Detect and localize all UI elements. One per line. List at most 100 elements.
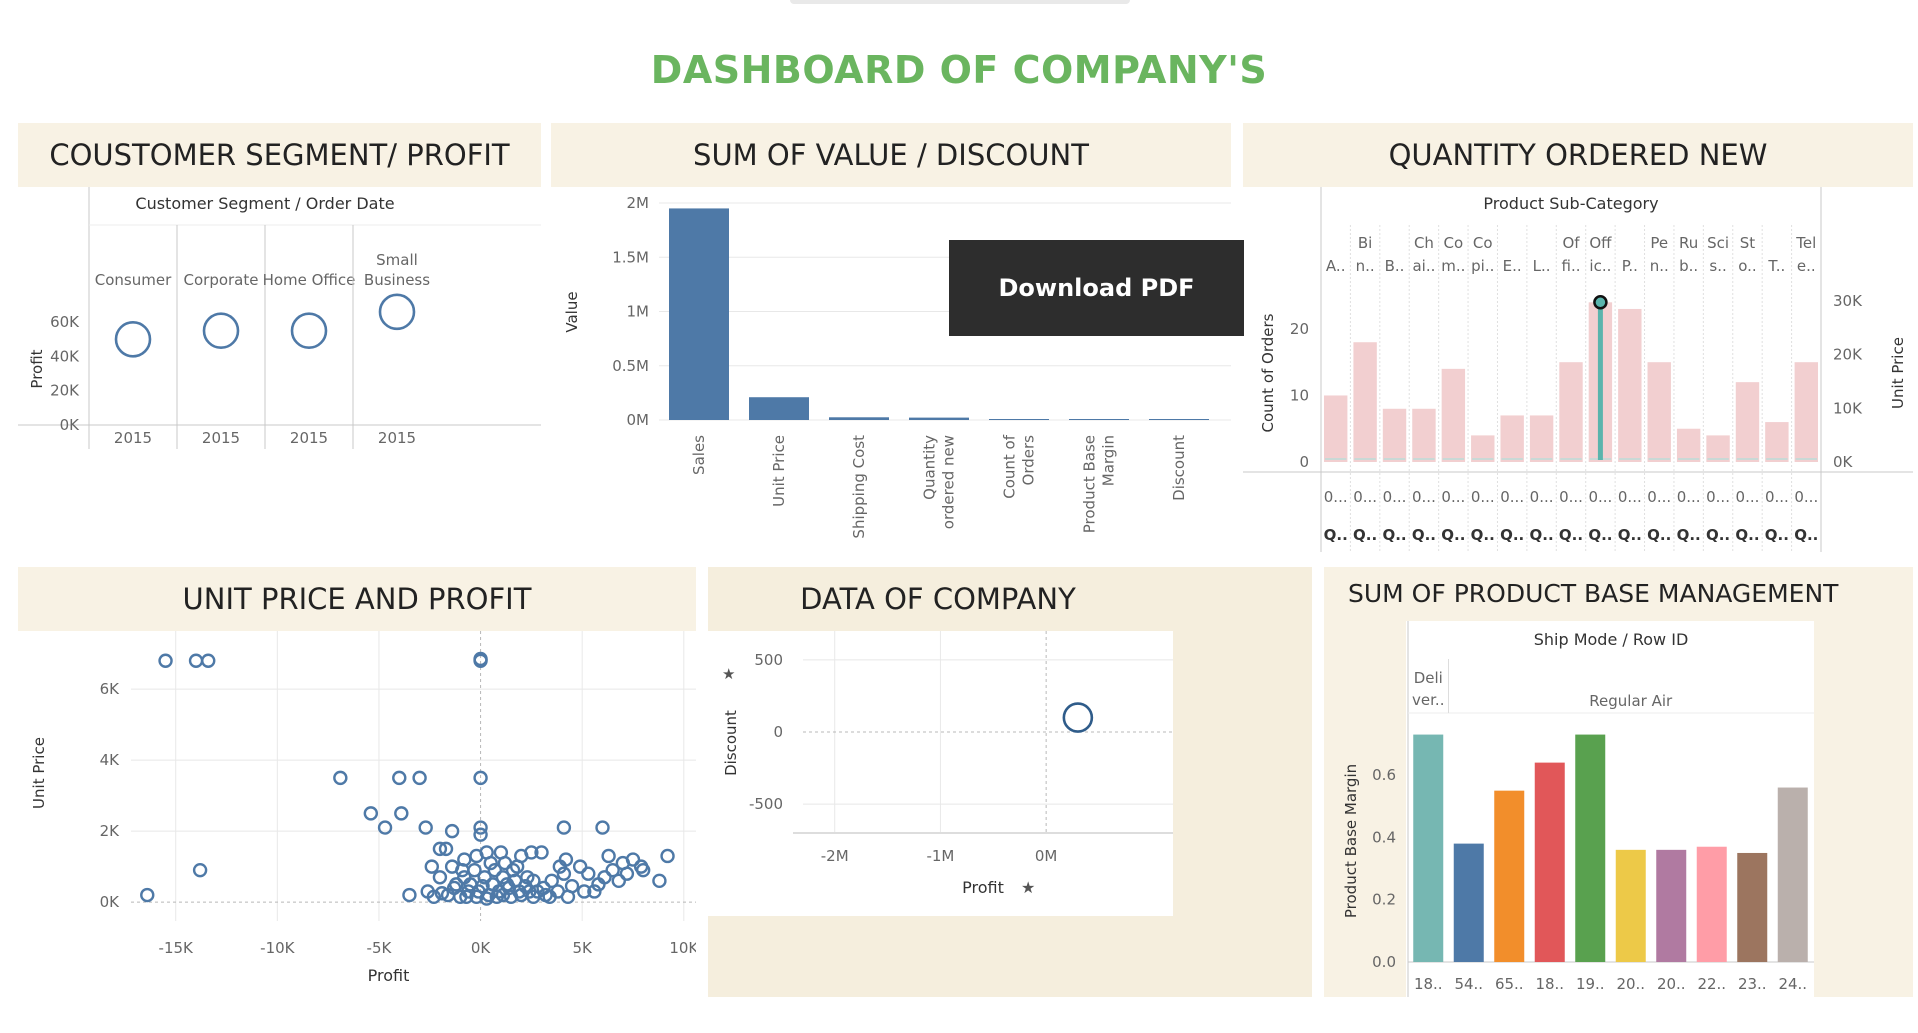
pbm-group-label: Deli bbox=[1414, 669, 1443, 687]
quantity-bottom-label: Q.. bbox=[1588, 526, 1612, 544]
unitprice-point bbox=[188, 653, 204, 668]
value-ytick-label: 0M bbox=[627, 411, 650, 429]
company-point bbox=[1062, 702, 1094, 733]
segment-ylabel: Profit bbox=[28, 349, 46, 388]
panel-title-segment: COUSTOMER SEGMENT/ PROFIT bbox=[18, 123, 541, 187]
pbm-bar bbox=[1696, 846, 1727, 962]
quantity-ordered-chart: Product Sub-Category A.. 0... Q.. Bi n.. 0... Q… bbox=[1243, 187, 1913, 552]
quantity-subcategory-label: Bi bbox=[1358, 234, 1372, 252]
pbm-category-label: 18.. bbox=[1414, 975, 1443, 993]
company-data-chart: -2M -1M 0M -500 0 500 Profit ★ Discount ★ bbox=[708, 631, 1173, 916]
unitprice-point bbox=[424, 859, 439, 874]
value-ylabel: Value bbox=[563, 291, 581, 332]
unitprice-point bbox=[444, 823, 460, 839]
quantity-subcategory-label: Off bbox=[1589, 234, 1612, 252]
segment-profit-point bbox=[290, 312, 328, 350]
unitprice-point bbox=[605, 862, 620, 878]
value-bar bbox=[1149, 419, 1209, 420]
unitprice-ylabel: Unit Price bbox=[30, 737, 48, 809]
unitprice-point bbox=[479, 891, 494, 906]
quantity-bar bbox=[1676, 428, 1701, 462]
quantity-subcategory-label: Tel bbox=[1795, 234, 1816, 252]
panel-title-pbm: SUM OF PRODUCT BASE MANAGEMENT bbox=[1324, 567, 1913, 621]
pbm-ylabel: Product Base Margin bbox=[1342, 764, 1360, 918]
unitprice-point bbox=[534, 845, 549, 860]
unitprice-point bbox=[558, 852, 574, 867]
quantity-bar bbox=[1794, 362, 1818, 462]
value-category-label: Margin bbox=[1100, 435, 1118, 486]
unitprice-point bbox=[473, 820, 488, 835]
unitprice-xtick-label: 5K bbox=[572, 939, 593, 957]
pbm-category-label: 18.. bbox=[1535, 975, 1564, 993]
unitprice-point bbox=[459, 889, 474, 905]
unitprice-point bbox=[432, 870, 448, 885]
segment-category-label: Home Office bbox=[263, 271, 356, 289]
segment-year-label: 2015 bbox=[114, 429, 152, 447]
quantity-subcategory-label: A.. bbox=[1326, 257, 1346, 275]
quantity-bottom-label: Q.. bbox=[1441, 526, 1465, 544]
quantity-bottom-label: 0... bbox=[1559, 488, 1583, 506]
unitprice-point bbox=[556, 820, 572, 835]
quantity-bottom-label: Q.. bbox=[1706, 526, 1730, 544]
value-category-label: ordered new bbox=[940, 435, 958, 529]
pbm-ytick-label: 0.6 bbox=[1372, 766, 1396, 784]
unitprice-point bbox=[418, 820, 433, 835]
unitprice-point bbox=[158, 653, 173, 668]
value-category-label: Discount bbox=[1170, 435, 1188, 501]
unitprice-ytick-label: 6K bbox=[100, 680, 121, 698]
unitprice-point bbox=[542, 889, 557, 905]
quantity-bottom-label: Q.. bbox=[1382, 526, 1406, 544]
quantity-bottom-label: Q.. bbox=[1735, 526, 1759, 544]
pbm-bar bbox=[1413, 734, 1444, 962]
quantity-bar bbox=[1382, 408, 1407, 462]
segment-category-label: Corporate bbox=[184, 271, 259, 289]
quantity-subcategory-label: L.. bbox=[1533, 257, 1551, 275]
unitprice-point bbox=[438, 841, 454, 857]
pbm-bar bbox=[1575, 734, 1606, 962]
quantity-bar bbox=[1706, 435, 1730, 462]
quantity-bottom-label: 0... bbox=[1500, 488, 1524, 506]
pbm-category-label: 54.. bbox=[1454, 975, 1483, 993]
quantity-subcategory-label: pi.. bbox=[1471, 257, 1494, 275]
download-pdf-button[interactable]: Download PDF bbox=[949, 240, 1244, 336]
quantity-subcategory-label: Ch bbox=[1414, 234, 1434, 252]
quantity-bottom-label: 0... bbox=[1441, 488, 1465, 506]
quantity-bottom-label: Q.. bbox=[1618, 526, 1642, 544]
quantity-y2tick-label: 20K bbox=[1833, 346, 1863, 364]
unitprice-profit-chart: -15K -10K -5K 0K 5K 10K 0K 2K 4K 6K Profit Unit Pri… bbox=[30, 631, 696, 985]
unitprice-point bbox=[560, 889, 576, 905]
pbm-bar bbox=[1534, 762, 1565, 962]
quantity-bottom-label: 0... bbox=[1530, 488, 1554, 506]
quantity-subcategory-label: E.. bbox=[1503, 257, 1522, 275]
unitprice-point bbox=[377, 820, 393, 835]
unitprice-point bbox=[392, 770, 407, 786]
quantity-subcategory-label: T.. bbox=[1767, 257, 1785, 275]
value-category-label: Unit Price bbox=[770, 435, 788, 507]
unitprice-point bbox=[446, 880, 462, 896]
quantity-bar bbox=[1471, 435, 1495, 462]
value-bar bbox=[829, 417, 889, 420]
quantity-subcategory-label: Ru bbox=[1679, 234, 1698, 252]
quantity-subcategory-label: s.. bbox=[1709, 257, 1726, 275]
quantity-bar bbox=[1529, 415, 1554, 462]
unitprice-point bbox=[611, 873, 626, 889]
quantity-ytick-label: 0 bbox=[1299, 453, 1309, 471]
unitprice-xtick-label: -10K bbox=[260, 939, 295, 957]
unitprice-point bbox=[201, 653, 216, 668]
quantity-bottom-label: 0... bbox=[1794, 488, 1818, 506]
quantity-subcategory-label: n.. bbox=[1650, 257, 1669, 275]
quantity-y2tick-label: 0K bbox=[1833, 453, 1854, 471]
pbm-bar bbox=[1656, 849, 1687, 962]
pin-icon: ★ bbox=[722, 665, 735, 683]
value-bar bbox=[909, 417, 969, 420]
company-ylabel: Discount bbox=[722, 710, 740, 776]
pbm-header-label: Ship Mode / Row ID bbox=[1534, 630, 1689, 649]
pbm-category-label: 22.. bbox=[1697, 975, 1726, 993]
value-bar bbox=[1069, 419, 1129, 420]
segment-ytick-label: 60K bbox=[50, 313, 80, 331]
panel-title-company: DATA OF COMPANY bbox=[800, 582, 1076, 616]
quantity-subcategory-label: Sci bbox=[1707, 234, 1729, 252]
pbm-ytick-label: 0.4 bbox=[1372, 828, 1396, 846]
unitprice-point bbox=[544, 873, 559, 889]
quantity-bar bbox=[1735, 382, 1760, 462]
